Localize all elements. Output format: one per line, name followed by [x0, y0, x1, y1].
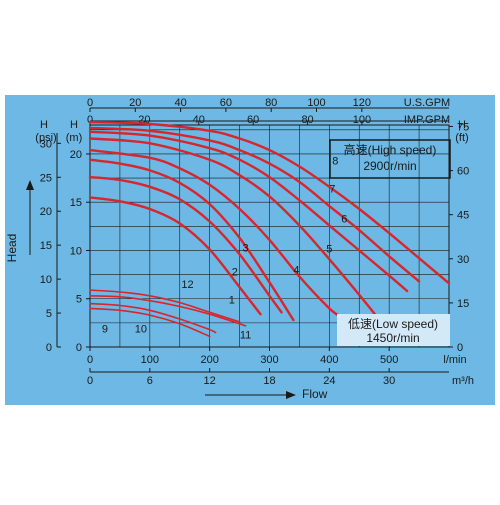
m-tick-label: 5 [76, 294, 82, 306]
curves [88, 120, 451, 338]
curve-6 [88, 130, 409, 293]
usgpm-tick-label: 80 [265, 97, 277, 109]
ft-tick-label: 15 [457, 298, 469, 310]
high-speed-box: 高速(High speed) 2900r/min [329, 139, 451, 179]
m3h-unit-label: m³/h [452, 375, 474, 387]
curve-label-2: 2 [232, 267, 238, 279]
psi-tick-label: 15 [40, 240, 52, 252]
m3h-tick-label: 18 [263, 375, 275, 387]
ft-axis-title: H [458, 119, 466, 131]
curve-4 [88, 148, 343, 319]
psi-tick-label: 0 [46, 342, 52, 354]
impgpm-tick-label: 100 [353, 114, 371, 126]
lpm-tick-label: 0 [87, 354, 93, 366]
m3h-tick-label: 24 [323, 375, 335, 387]
ft-tick-label: 30 [457, 254, 469, 266]
psi-tick-label: 20 [40, 206, 52, 218]
lpm-tick-label: 100 [141, 354, 159, 366]
ft-axis-unit: (ft) [455, 132, 468, 144]
impgpm-tick-label: 0 [87, 114, 93, 126]
curve-3 [88, 158, 295, 322]
m-tick-label: 15 [70, 197, 82, 209]
head-arrow [26, 180, 34, 255]
ft-tick-label: 75 [457, 121, 469, 133]
curve-7 [88, 126, 421, 283]
usgpm-tick-label: 0 [87, 97, 93, 109]
usgpm-unit-label: U.S.GPM [404, 97, 450, 109]
curve-label-4: 4 [293, 265, 299, 277]
flow-arrow [205, 391, 296, 399]
curve-9 [89, 307, 211, 338]
m-axis-unit: (m) [66, 132, 83, 144]
curve-label-6: 6 [341, 213, 347, 225]
usgpm-tick-label: 120 [353, 97, 371, 109]
m-tick-label: 10 [70, 245, 82, 257]
curve-label-9: 9 [102, 324, 108, 336]
usgpm-tick-label: 100 [307, 97, 325, 109]
m-axis-title: H [70, 119, 78, 131]
m3h-tick-label: 6 [147, 375, 153, 387]
m3h-tick-label: 12 [204, 375, 216, 387]
usgpm-tick-label: 40 [174, 97, 186, 109]
curve-5 [88, 137, 379, 319]
curve-11 [89, 295, 247, 327]
lpm-tick-label: 200 [200, 354, 218, 366]
m3h-tick-label: 30 [383, 375, 395, 387]
impgpm-tick-label: 80 [301, 114, 313, 126]
curve-label-1: 1 [229, 295, 235, 307]
ft-tick-label: 0 [457, 342, 463, 354]
psi-tick-label: 5 [46, 308, 52, 320]
impgpm-unit-label: IMP.GPM [404, 114, 450, 126]
curve-label-11: 11 [240, 329, 251, 341]
low-speed-rpm: 1450r/min [366, 331, 419, 345]
m-tick-label: 20 [70, 149, 82, 161]
curve-label-12: 12 [181, 279, 193, 291]
psi-tick-label: 30 [40, 138, 52, 150]
flow-axis-title: Flow [302, 387, 328, 401]
curve-label-5: 5 [326, 243, 332, 255]
curve-1 [88, 196, 262, 316]
impgpm-tick-label: 40 [193, 114, 205, 126]
lpm-unit-label: l/min [443, 354, 466, 366]
m3h-tick-label: 0 [87, 375, 93, 387]
curve-8 [88, 120, 451, 285]
impgpm-tick-label: 60 [247, 114, 259, 126]
curve-label-10: 10 [135, 324, 147, 336]
lpm-tick-label: 300 [260, 354, 278, 366]
lpm-tick-label: 500 [380, 354, 398, 366]
ft-tick-label: 60 [457, 166, 469, 178]
curve-12 [89, 289, 241, 323]
head-axis-title: Head [5, 234, 19, 263]
curve-label-3: 3 [243, 242, 249, 254]
psi-axis-unit: (psi) [35, 132, 56, 144]
psi-axis-title: H [40, 119, 48, 131]
curve-2 [88, 175, 283, 314]
curve-label-7: 7 [329, 184, 335, 196]
usgpm-tick-label: 20 [129, 97, 141, 109]
curve-label-8: 8 [332, 156, 338, 168]
high-speed-rpm: 2900r/min [363, 159, 416, 173]
curve-10 [89, 302, 217, 334]
usgpm-tick-label: 60 [220, 97, 232, 109]
m-tick-label: 0 [76, 342, 82, 354]
low-speed-box: 低速(Low speed) 1450r/min [337, 314, 450, 346]
high-speed-label: 高速(High speed) [344, 142, 437, 157]
lpm-tick-label: 400 [320, 354, 338, 366]
ft-tick-label: 45 [457, 210, 469, 222]
psi-tick-label: 25 [40, 172, 52, 184]
low-speed-label: 低速(Low speed) [348, 317, 438, 331]
psi-tick-label: 10 [40, 274, 52, 286]
